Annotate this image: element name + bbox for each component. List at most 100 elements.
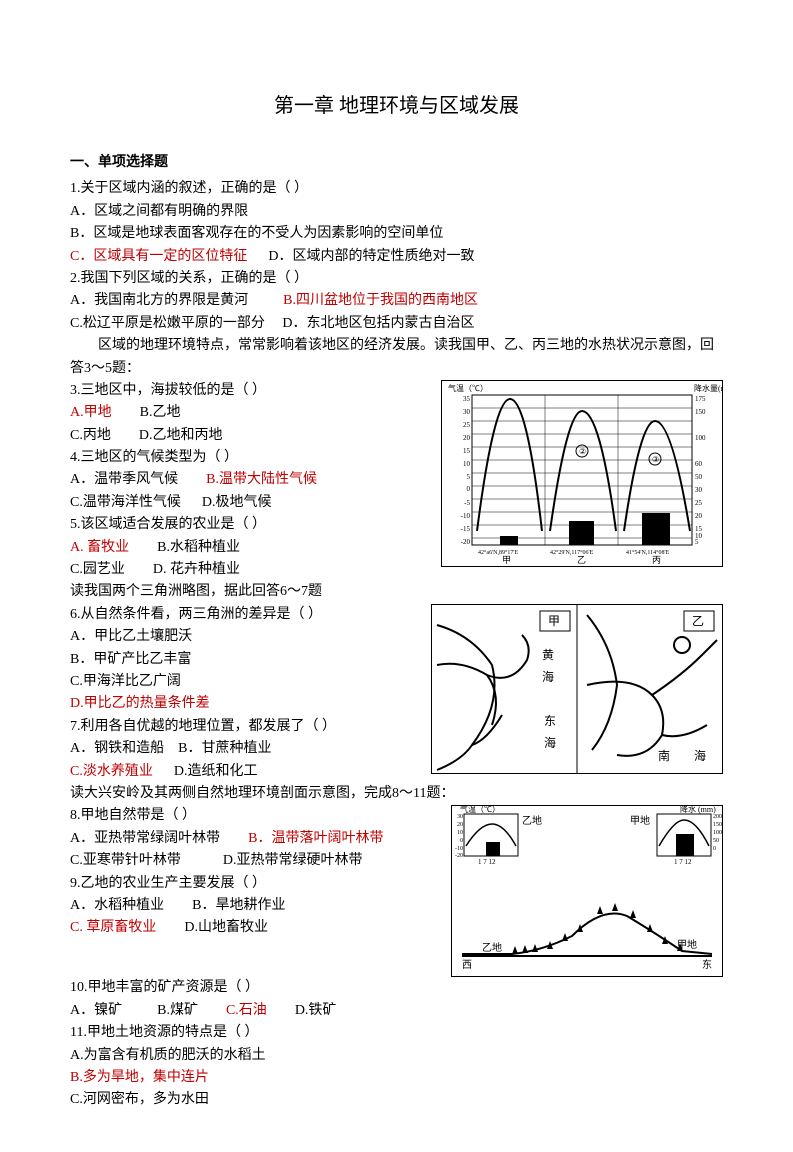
q5-d: D. 花卉种植业: [153, 562, 240, 577]
svg-text:乙地: 乙地: [522, 814, 542, 827]
q4-a: A．温带季风气候: [70, 472, 178, 487]
q2-d: D．东北地区包括内蒙古自治区: [282, 316, 474, 331]
svg-text:0: 0: [467, 485, 471, 493]
svg-text:-10: -10: [461, 512, 471, 520]
q8-c: C.亚寒带针叶林带: [70, 853, 181, 868]
svg-text:41°54'N,114°08'E: 41°54'N,114°08'E: [626, 549, 670, 556]
svg-text:③: ③: [652, 455, 659, 464]
q2-stem: 2.我国下列区域的关系，正确的是（ ）: [70, 268, 723, 290]
profile-chart: 气温（℃） 乙地 30 20 10 0 -10-20 1 7 12 甲地 降水 (mm…: [451, 805, 723, 977]
svg-text:甲: 甲: [548, 614, 560, 628]
svg-text:60: 60: [695, 460, 703, 468]
q10-b: B.煤矿: [157, 1003, 198, 1018]
svg-text:200: 200: [713, 814, 722, 820]
svg-text:-5: -5: [464, 499, 470, 507]
svg-text:42°a6'N,89°17'E: 42°a6'N,89°17'E: [478, 549, 518, 556]
svg-text:西: 西: [462, 960, 472, 971]
q4-b: B.温带大陆性气候: [206, 472, 317, 487]
svg-text:30: 30: [463, 408, 471, 416]
q8-a: A．亚热带常绿阔叶林带: [70, 831, 220, 846]
svg-text:丙: 丙: [652, 555, 661, 565]
q3-c: C.丙地: [70, 428, 111, 443]
q7-c: C.淡水养殖业: [70, 764, 153, 779]
svg-text:降水 (mm): 降水 (mm): [680, 806, 716, 814]
svg-text:-10: -10: [455, 846, 463, 852]
svg-text:10: 10: [463, 460, 471, 468]
svg-text:气温（℃）: 气温（℃）: [460, 806, 500, 814]
q1-b: B．区域是地球表面客观存在的不受人为因素影响的空间单位: [70, 223, 723, 245]
q4-c: C.温带海洋性气候: [70, 495, 181, 510]
climate-chart: 气温（℃） 降水量(mm) 35 30 25 20 15 10 5 0 -5 -10 -15 -…: [441, 380, 723, 567]
svg-text:5: 5: [467, 473, 471, 481]
svg-text:35: 35: [463, 395, 471, 403]
q9-c: C. 草原畜牧业: [70, 920, 156, 935]
q10-stem: 10.甲地丰富的矿产资源是（ ）: [70, 977, 723, 999]
svg-text:乙地: 乙地: [482, 941, 502, 954]
svg-text:20: 20: [463, 434, 471, 442]
q9-d: D.山地畜牧业: [184, 920, 268, 935]
q4-d: D.极地气候: [202, 495, 272, 510]
q9-a: A．水稻种植业: [70, 898, 164, 913]
svg-text:15: 15: [463, 447, 471, 455]
svg-text:150: 150: [695, 408, 706, 416]
svg-text:降水量(mm): 降水量(mm): [694, 383, 722, 393]
q1-stem: 1.关于区域内涵的叙述，正确的是（ ）: [70, 178, 723, 200]
svg-text:150: 150: [713, 822, 722, 828]
svg-text:30: 30: [695, 486, 703, 494]
svg-text:50: 50: [713, 838, 719, 844]
section-heading: 一、单项选择题: [70, 152, 723, 174]
q11-c: C.河网密布，多为水田: [70, 1089, 723, 1111]
q1-c: C．区域具有一定的区位特征: [70, 249, 247, 264]
svg-text:海: 海: [694, 748, 706, 763]
q7-d: D.造纸和化工: [174, 764, 258, 779]
q7-a: A．钢铁和造船: [70, 741, 164, 756]
svg-text:20: 20: [457, 822, 463, 828]
svg-text:1 7 12: 1 7 12: [478, 858, 496, 866]
svg-text:黄: 黄: [542, 648, 554, 662]
svg-text:30: 30: [457, 814, 463, 820]
svg-text:-15: -15: [461, 525, 471, 533]
svg-text:0: 0: [460, 838, 463, 844]
svg-text:乙: 乙: [577, 555, 586, 565]
svg-text:甲: 甲: [502, 555, 511, 565]
q1-d: D．区域内部的特定性质绝对一致: [268, 249, 474, 264]
q10-c: C.石油: [226, 1003, 267, 1018]
svg-text:0: 0: [713, 846, 716, 852]
svg-text:海: 海: [542, 669, 554, 684]
svg-text:-20: -20: [455, 853, 463, 859]
svg-text:25: 25: [695, 499, 703, 507]
intro-8-11: 读大兴安岭及其两侧自然地理环境剖面示意图，完成8～11题：: [70, 783, 723, 805]
q10-d: D.铁矿: [295, 1003, 337, 1018]
svg-text:5: 5: [695, 538, 699, 546]
q2-a: A．我国南北方的界限是黄河: [70, 293, 248, 308]
svg-text:②: ②: [579, 447, 586, 456]
q3-b: B.乙地: [140, 405, 181, 420]
q11-b: B.多为旱地，集中连片: [70, 1067, 723, 1089]
svg-text:南: 南: [658, 748, 670, 763]
intro-6-7: 读我国两个三角洲略图，据此回答6～7题: [70, 581, 723, 603]
q11-a: A.为富含有机质的肥沃的水稻土: [70, 1045, 723, 1067]
svg-text:10: 10: [457, 830, 463, 836]
q2-c: C.松辽平原是松嫩平原的一部分: [70, 316, 265, 331]
q5-b: B.水稻种植业: [157, 540, 240, 555]
svg-text:海: 海: [544, 735, 556, 750]
q10-a: A．镍矿: [70, 1003, 122, 1018]
svg-text:42°29'N,117°06'E: 42°29'N,117°06'E: [550, 549, 594, 556]
svg-text:甲地: 甲地: [677, 938, 697, 951]
svg-text:东: 东: [544, 714, 556, 728]
svg-text:25: 25: [463, 421, 471, 429]
delta-map: 甲 黄 海 东 海 乙 南 海: [431, 604, 723, 774]
svg-text:气温（℃）: 气温（℃）: [448, 383, 488, 393]
q11-stem: 11.甲地土地资源的特点是（ ）: [70, 1022, 723, 1044]
q8-d: D.亚热带常绿硬叶林带: [223, 853, 363, 868]
svg-text:175: 175: [695, 395, 706, 403]
q1-a: A．区域之间都有明确的界限: [70, 201, 723, 223]
svg-text:-20: -20: [461, 538, 471, 546]
q5-a: A. 畜牧业: [70, 540, 129, 555]
svg-text:1 7 12: 1 7 12: [674, 858, 692, 866]
q5-c: C.园艺业: [70, 562, 125, 577]
chapter-title: 第一章 地理环境与区域发展: [70, 90, 723, 122]
svg-text:100: 100: [695, 434, 706, 442]
svg-text:甲地: 甲地: [630, 814, 650, 827]
svg-text:乙: 乙: [692, 614, 704, 628]
